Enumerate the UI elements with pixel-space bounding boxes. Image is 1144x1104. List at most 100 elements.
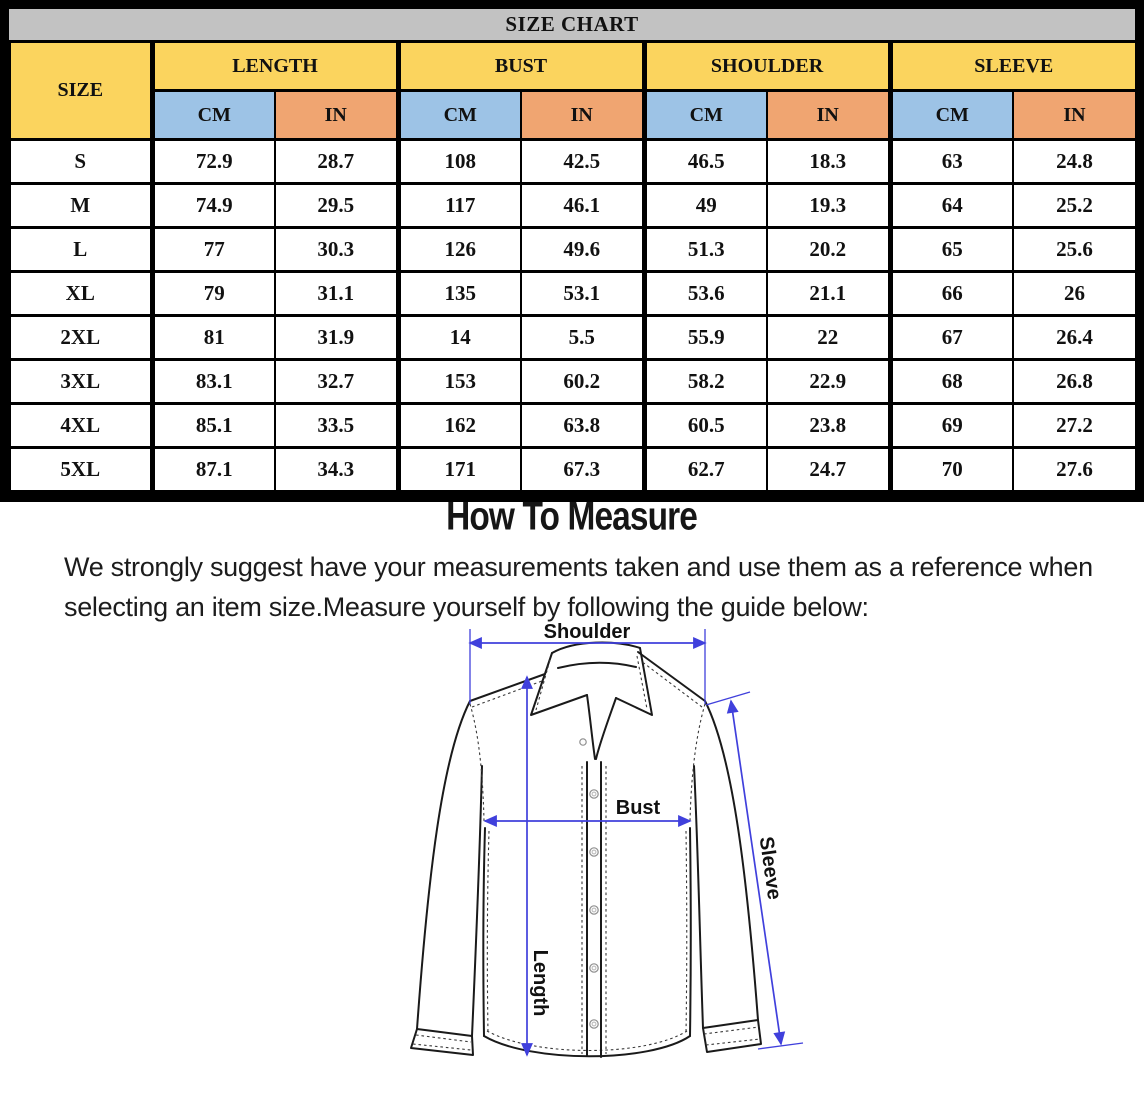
size-label: L (9, 226, 155, 273)
unit-header-cm: CM (397, 89, 523, 141)
value-cell: 42.5 (520, 138, 647, 185)
measurement-arrows (468, 629, 804, 1057)
value-cell: 65 (889, 226, 1015, 273)
value-cell: 26 (1012, 270, 1138, 317)
value-cell: 162 (397, 402, 523, 449)
value-cell: 58.2 (643, 358, 769, 405)
bust-label: Bust (616, 797, 661, 819)
value-cell: 69 (889, 402, 1015, 449)
value-cell: 18.3 (766, 138, 893, 185)
value-cell: 53.6 (643, 270, 769, 317)
size-row-3xl: 3XL 83.1 32.7 153 60.2 58.2 22.9 68 26.8 (9, 358, 1138, 405)
value-cell: 83.1 (151, 358, 276, 405)
value-cell: 26.8 (1012, 358, 1138, 405)
size-label: XL (9, 270, 155, 317)
size-row-5xl: 5XL 87.1 34.3 171 67.3 62.7 24.7 70 27.6 (9, 446, 1138, 493)
length-label: Length (529, 950, 551, 1017)
value-cell: 22 (766, 314, 893, 361)
value-cell: 19.3 (766, 182, 893, 229)
value-cell: 5.5 (520, 314, 647, 361)
value-cell: 66 (889, 270, 1015, 317)
measurement-labels: Shoulder Bust Length Sleeve (529, 621, 785, 1016)
how-to-measure-heading: How To Measure (0, 495, 1144, 539)
value-cell: 33.5 (273, 402, 401, 449)
value-cell: 25.2 (1012, 182, 1138, 229)
value-cell: 25.6 (1012, 226, 1138, 273)
shoulder-label: Shoulder (544, 621, 631, 643)
size-row-s: S 72.9 28.7 108 42.5 46.5 18.3 63 24.8 (9, 138, 1138, 185)
value-cell: 23.8 (766, 402, 893, 449)
value-cell: 153 (397, 358, 523, 405)
group-header-sleeve: SLEEVE (889, 40, 1138, 92)
how-to-measure-description: We strongly suggest have your measuremen… (64, 547, 1094, 627)
group-header-length: LENGTH (150, 40, 401, 92)
value-cell: 21.1 (766, 270, 893, 317)
value-cell: 30.3 (273, 226, 401, 273)
value-cell: 29.5 (273, 182, 401, 229)
value-cell: 26.4 (1012, 314, 1138, 361)
size-label: 2XL (9, 314, 155, 361)
unit-header-in: IN (520, 89, 647, 141)
value-cell: 55.9 (643, 314, 769, 361)
group-header-shoulder: SHOULDER (643, 40, 893, 92)
value-cell: 31.1 (273, 270, 401, 317)
value-cell: 46.1 (520, 182, 647, 229)
value-cell: 51.3 (643, 226, 769, 273)
shirt-measure-diagram: Shoulder Bust Length Sleeve (410, 621, 804, 1058)
value-cell: 24.7 (766, 446, 893, 493)
description-line-1: We strongly suggest have your measuremen… (64, 552, 1093, 582)
value-cell: 28.7 (273, 138, 401, 185)
size-table: SIZE LENGTH BUST SHOULDER SLEEVE CM IN CM IN CM IN… (9, 40, 1138, 493)
size-label: 3XL (9, 358, 155, 405)
description-line-2: selecting an item size.Measure yourself … (64, 592, 869, 622)
value-cell: 60.2 (520, 358, 647, 405)
value-cell: 53.1 (520, 270, 647, 317)
value-cell: 14 (397, 314, 523, 361)
value-cell: 87.1 (151, 446, 276, 493)
value-cell: 34.3 (273, 446, 401, 493)
sleeve-arrow (726, 699, 786, 1046)
value-cell: 64 (889, 182, 1015, 229)
value-cell: 62.7 (643, 446, 769, 493)
shirt-buttons (579, 738, 599, 1029)
value-cell: 49 (643, 182, 769, 229)
value-cell: 68 (889, 358, 1015, 405)
value-cell: 126 (397, 226, 523, 273)
unit-header-cm: CM (643, 89, 769, 141)
size-row-l: L 77 30.3 126 49.6 51.3 20.2 65 25.6 (9, 226, 1138, 273)
unit-header-in: IN (1012, 89, 1138, 141)
value-cell: 27.6 (1012, 446, 1138, 493)
size-row-xl: XL 79 31.1 135 53.1 53.6 21.1 66 26 (9, 270, 1138, 317)
value-cell: 67 (889, 314, 1015, 361)
value-cell: 117 (397, 182, 523, 229)
unit-header-cm: CM (151, 89, 276, 141)
sleeve-tick-top (705, 691, 751, 706)
size-column-header: SIZE (9, 40, 155, 141)
value-cell: 32.7 (273, 358, 401, 405)
group-header-bust: BUST (397, 40, 647, 92)
value-cell: 171 (397, 446, 523, 493)
value-cell: 135 (397, 270, 523, 317)
value-cell: 20.2 (766, 226, 893, 273)
value-cell: 63.8 (520, 402, 647, 449)
value-cell: 74.9 (151, 182, 276, 229)
size-label: M (9, 182, 155, 229)
size-label: 4XL (9, 402, 155, 449)
value-cell: 31.9 (273, 314, 401, 361)
shirt-outline (410, 641, 762, 1058)
size-label: S (9, 138, 155, 185)
value-cell: 79 (151, 270, 276, 317)
size-label: 5XL (9, 446, 155, 493)
value-cell: 70 (889, 446, 1015, 493)
how-to-measure-heading-text: How To Measure (446, 495, 699, 539)
unit-header-cm: CM (889, 89, 1015, 141)
unit-header-in: IN (766, 89, 893, 141)
value-cell: 77 (151, 226, 276, 273)
value-cell: 60.5 (643, 402, 769, 449)
size-row-4xl: 4XL 85.1 33.5 162 63.8 60.5 23.8 69 27.2 (9, 402, 1138, 449)
value-cell: 85.1 (151, 402, 276, 449)
sleeve-tick-bottom (757, 1042, 804, 1050)
value-cell: 49.6 (520, 226, 647, 273)
value-cell: 72.9 (151, 138, 276, 185)
